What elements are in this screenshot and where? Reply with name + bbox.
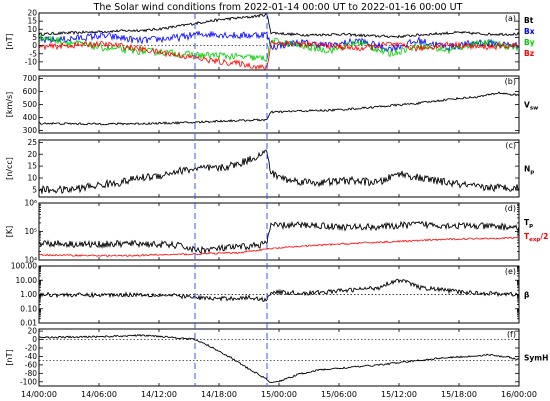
y-tick-label: 10⁵ [24, 227, 37, 236]
series-bx-line [38, 30, 520, 54]
y-tick-label: 20 [27, 9, 37, 18]
panel-c: 5 10 15 20 25 [n/cc] (c) Np [5, 138, 534, 198]
y-tick-label: 1.00 [20, 290, 37, 299]
y-tick-label: -100 [20, 377, 37, 386]
x-tick-label: 15/18:00 [441, 390, 477, 399]
y-tick-label: 0.01 [20, 319, 37, 328]
series-bz-line [38, 39, 520, 71]
y-tick-label: 0 [32, 41, 37, 50]
panel-letter: (b) [505, 77, 516, 86]
x-tick-label: 15/06:00 [321, 390, 357, 399]
y-tick-label: 20 [27, 327, 37, 336]
x-tick-label: 15/00:00 [261, 390, 297, 399]
y-tick-label: 10⁴ [24, 256, 37, 265]
y-tick-label: 5 [32, 185, 37, 194]
y-tick-label: 400 [23, 113, 38, 122]
y-tick-label: 10.00 [16, 276, 38, 285]
figure-title: The Solar wind conditions from 2022-01-1… [93, 2, 463, 13]
series--line [38, 278, 520, 302]
x-tick-label: 16/00:00 [501, 390, 537, 399]
x-tick-label: 14/12:00 [141, 390, 177, 399]
time-axis: 14/00:00 14/06:00 14/12:00 14/18:00 15/00:00… [21, 390, 537, 399]
series-bt-line [38, 13, 520, 39]
series-symh-line [38, 333, 520, 383]
legend-a-1: Bx [524, 27, 535, 36]
y-tick-label: 20 [27, 150, 37, 159]
panel-frame [38, 139, 520, 198]
panel-letter: (d) [505, 204, 516, 213]
y-axis-label: [km/s] [5, 92, 14, 118]
y-axis-label: [K] [5, 226, 14, 238]
y-tick-label: -60 [25, 360, 37, 369]
y-tick-label: 0.10 [20, 304, 37, 313]
y-tick-label: 10 [27, 25, 37, 34]
legend-c-0: Np [524, 165, 534, 176]
y-tick-label: 25 [27, 138, 37, 147]
legend-d-1: Texp/2 [524, 232, 548, 243]
x-tick-label: 14/18:00 [201, 390, 237, 399]
panel-letter: (c) [505, 141, 516, 150]
series-texp2-line [38, 236, 520, 258]
y-axis-label: [nT] [5, 349, 14, 365]
y-tick-label: 100.00 [11, 262, 37, 271]
y-tick-label: 0 [32, 335, 37, 344]
panel-letter: (a) [505, 14, 516, 23]
panel-d: 10⁴ 10⁵ 10⁶ [K] (d) Tp Texp/2 [5, 199, 548, 265]
y-tick-label: -5 [30, 49, 38, 58]
y-tick-label: -40 [25, 352, 37, 361]
y-tick-label: -10 [25, 57, 37, 66]
event-lines [194, 13, 268, 386]
y-tick-label: 15 [27, 17, 37, 26]
series-by-line [38, 34, 520, 63]
panel-letter: (e) [505, 267, 516, 276]
legend-e-0: β [524, 291, 530, 300]
y-tick-label: 15 [27, 162, 37, 171]
legend-a-3: Bz [524, 49, 534, 58]
y-tick-label: -20 [25, 344, 37, 353]
y-axis-label: [n/cc] [5, 157, 14, 180]
series-np-line [38, 149, 520, 195]
panel-letter: (f) [507, 330, 516, 339]
x-tick-label: 14/00:00 [21, 390, 57, 399]
panel-b: 300 400 500 600 700 [km/s] (b) Vsw [5, 74, 538, 135]
panel-e: 0.01 0.10 1.00 10.00 100.00 (e) β [11, 262, 530, 328]
legend-b-0: Vsw [524, 101, 538, 112]
panel-frame [38, 202, 520, 261]
legend-f-0: SymH [524, 354, 548, 363]
series-tp-line [38, 220, 520, 255]
y-tick-label: 700 [23, 74, 38, 83]
x-tick-label: 14/06:00 [81, 390, 117, 399]
y-tick-label: 10⁶ [24, 199, 37, 208]
y-axis-label: [nT] [5, 33, 14, 49]
legend-a-2: By [524, 38, 535, 47]
legend-a-0: Bt [524, 16, 534, 25]
panel-frame [38, 75, 520, 134]
legend-d-0: Tp [524, 218, 533, 229]
y-tick-label: 600 [23, 87, 38, 96]
series-vsw-line [38, 91, 520, 126]
y-tick-label: 5 [32, 33, 37, 42]
y-tick-label: 500 [23, 100, 38, 109]
x-tick-label: 15/12:00 [381, 390, 417, 399]
y-tick-label: 300 [23, 126, 38, 135]
y-tick-label: -80 [25, 369, 37, 378]
y-tick-label: 10 [27, 174, 37, 183]
